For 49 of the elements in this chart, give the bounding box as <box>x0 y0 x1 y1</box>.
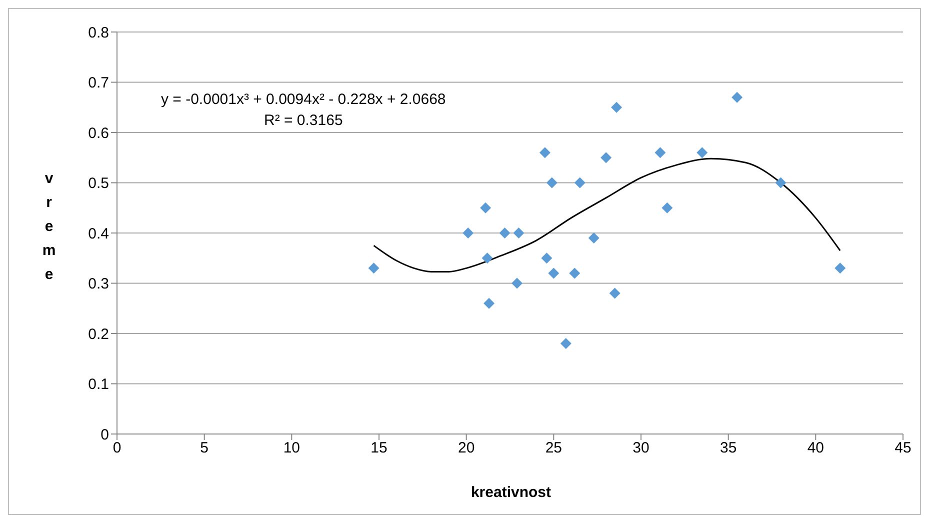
point <box>462 228 474 238</box>
point <box>484 298 495 309</box>
point <box>834 262 846 274</box>
y-tick-label: 0.4 <box>88 225 109 242</box>
point <box>662 202 673 214</box>
x-tick-label: 30 <box>632 440 650 457</box>
x-axis-title: kreativnost <box>470 484 552 501</box>
x-tick-label: 25 <box>545 440 562 457</box>
y-tick-label: 0.7 <box>88 74 109 92</box>
point <box>654 147 666 158</box>
point <box>560 338 572 350</box>
x-tick-label: 35 <box>720 440 737 457</box>
point <box>611 102 622 113</box>
annotation: y = -0.0001x³ + 0.0094x² - 0.228x + 2.0668 <box>161 90 446 110</box>
y-axis-title: vreme <box>41 169 57 285</box>
point <box>600 152 612 164</box>
point <box>541 252 552 264</box>
point <box>609 288 620 299</box>
point <box>513 228 524 238</box>
point <box>696 147 708 158</box>
y-tick-label: 0.6 <box>88 124 109 142</box>
point <box>574 177 586 188</box>
y-tick-label: 0.5 <box>88 175 109 192</box>
point <box>368 262 380 274</box>
x-tick-label: 5 <box>200 440 209 457</box>
y-tick-label: 0.8 <box>88 24 109 42</box>
x-tick-label: 15 <box>370 440 388 457</box>
point <box>482 252 493 264</box>
x-tick-label: 40 <box>807 440 824 457</box>
point <box>548 268 560 279</box>
point <box>480 202 492 214</box>
point <box>588 232 600 244</box>
y-tick-label: 0.2 <box>88 326 109 343</box>
point <box>775 177 786 188</box>
y-tick-label: 0.1 <box>88 376 109 394</box>
x-tick-label: 20 <box>458 440 475 457</box>
line-series <box>373 158 841 272</box>
point <box>732 92 743 103</box>
point <box>511 278 522 289</box>
point <box>499 228 510 238</box>
y-tick-label: 0 <box>100 426 109 444</box>
x-tick-label: 45 <box>894 440 912 457</box>
x-tick-label: 10 <box>283 440 300 457</box>
point <box>539 147 550 158</box>
y-tick-label: 0.3 <box>88 276 109 293</box>
point <box>546 177 558 188</box>
x-tick-label: 0 <box>112 440 122 457</box>
point <box>569 268 580 279</box>
annotation: R² = 0.3165 <box>262 111 344 131</box>
